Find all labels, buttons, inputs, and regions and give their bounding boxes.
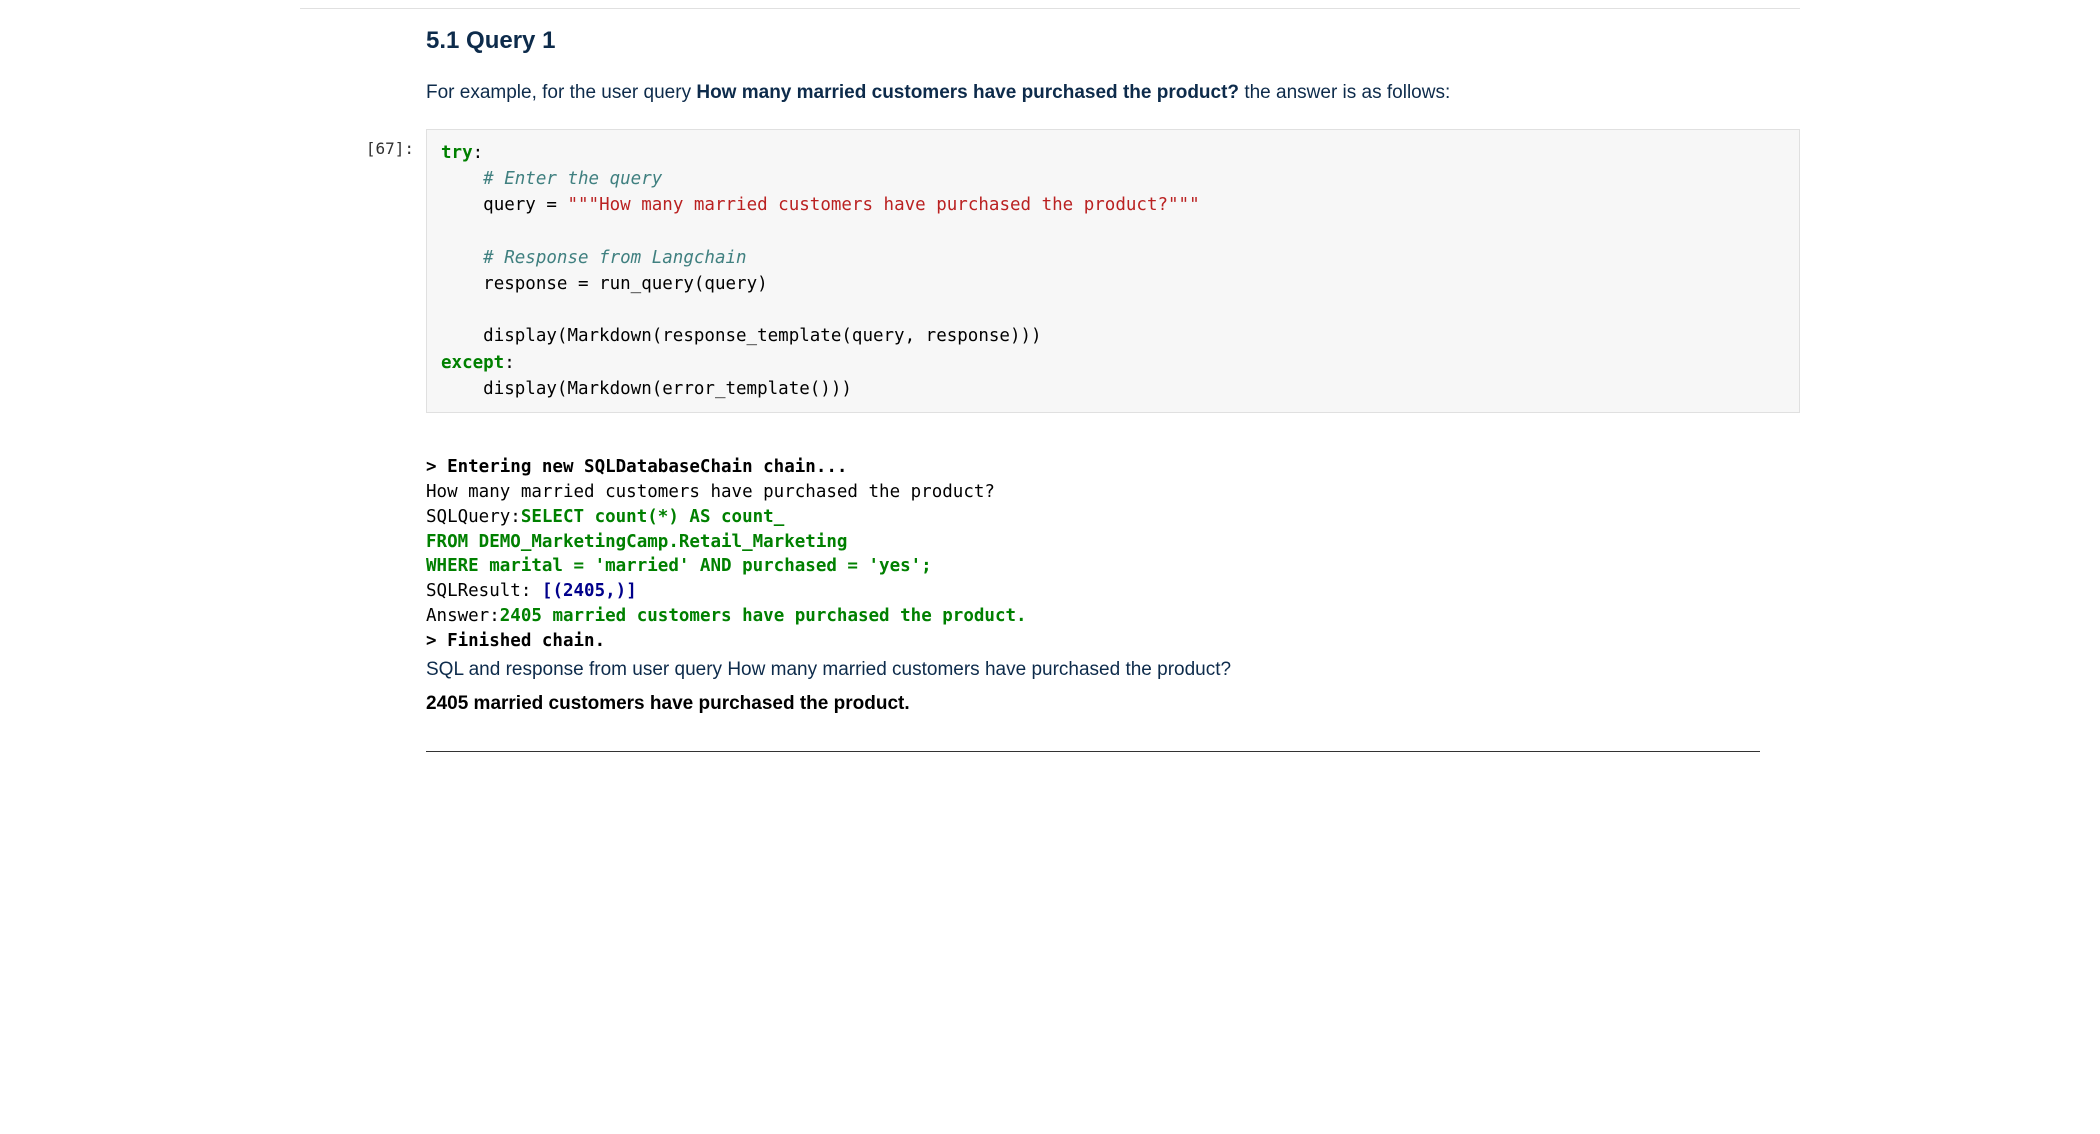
colon: : [473,143,484,163]
code-text [557,195,568,215]
notebook-page: 5.1 Query 1 For example, for the user qu… [300,0,1800,752]
cell-prompt: [67]: [300,129,426,158]
output-cell: > Entering new SQLDatabaseChain chain...… [426,455,1760,752]
code-input[interactable]: try: # Enter the query query = """How ma… [426,129,1800,414]
answer-value: 2405 married customers have purchased th… [500,606,1027,626]
sqlresult-label: SQLResult: [426,581,542,601]
sqlquery-label: SQLQuery: [426,507,521,527]
output-question: How many married customers have purchase… [426,482,995,502]
comment-response: # Response from Langchain [483,248,746,268]
code-text: display(Markdown(response_template(query… [483,326,1041,346]
markdown-output-answer: 2405 married customers have purchased th… [426,693,1760,715]
intro-suffix: the answer is as follows: [1239,82,1450,103]
kw-except: except [441,353,504,373]
markdown-cell: 5.1 Query 1 For example, for the user qu… [426,27,1760,107]
code-text: = [578,274,589,294]
sql-line-2: FROM DEMO_MarketingCamp.Retail_Marketing [426,532,847,552]
code-text: query [483,195,546,215]
string-query: """How many married customers have purch… [567,195,1199,215]
comment-enter-query: # Enter the query [483,169,662,189]
entering-chain: > Entering new SQLDatabaseChain chain... [426,457,847,477]
intro-bold: How many married customers have purchase… [696,82,1239,103]
markdown-output-line: SQL and response from user query How man… [426,656,1760,684]
answer-label: Answer: [426,606,500,626]
stdout-output: > Entering new SQLDatabaseChain chain...… [426,455,1760,654]
code-text: response [483,274,578,294]
colon: : [504,353,515,373]
section-heading: 5.1 Query 1 [426,27,1760,55]
code-text: run_query(query) [589,274,768,294]
kw-try: try [441,143,473,163]
code-text: display(Markdown(error_template())) [483,379,852,399]
bottom-divider [426,751,1760,752]
sql-line-3: WHERE marital = 'married' AND purchased … [426,556,932,576]
top-divider [300,8,1800,9]
code-cell-row: [67]: try: # Enter the query query = """… [300,129,1800,414]
sqlresult-value: [(2405,)] [542,581,637,601]
intro-prefix: For example, for the user query [426,82,696,103]
finished-chain: > Finished chain. [426,631,605,651]
code-text: = [546,195,557,215]
sql-line-1: SELECT count(*) AS count_ [521,507,784,527]
intro-paragraph: For example, for the user query How many… [426,79,1760,107]
